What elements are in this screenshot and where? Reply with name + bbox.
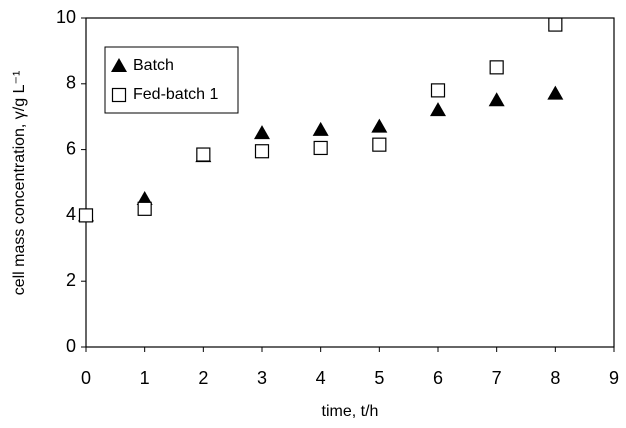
point: [371, 118, 388, 133]
point: [136, 190, 153, 205]
point: [489, 60, 504, 75]
y-tick-label: 6: [66, 138, 76, 158]
y-tick-label: 0: [66, 336, 76, 356]
y-axis-title: cell mass concentration, γ/g L⁻¹: [11, 71, 28, 296]
x-tick-label: 4: [316, 368, 326, 388]
point: [547, 85, 564, 100]
x-axis-title: time, t/h: [322, 403, 379, 420]
y-tick-label: 10: [56, 7, 76, 27]
x-tick-label: 1: [140, 368, 150, 388]
point: [196, 147, 211, 162]
x-tick-label: 7: [492, 368, 502, 388]
point: [313, 140, 328, 156]
legend-text: Fed-batch 1: [133, 86, 218, 103]
y-tick-label: 2: [66, 270, 76, 290]
legend-marker: [111, 58, 127, 72]
x-tick-label: 2: [198, 368, 208, 388]
x-tick-label: 3: [257, 368, 267, 388]
point: [254, 125, 270, 140]
point: [548, 17, 563, 32]
point: [430, 102, 446, 117]
x-tick-label: 0: [81, 368, 91, 388]
x-tick-label: 9: [609, 368, 619, 388]
point: [430, 83, 446, 98]
point: [254, 144, 270, 159]
legend-marker: [111, 87, 127, 103]
y-tick-label: 8: [66, 73, 76, 93]
y-tick-label: 4: [66, 204, 76, 224]
x-tick-label: 5: [374, 368, 384, 388]
x-tick-label: 6: [433, 368, 443, 388]
legend-box: [104, 46, 239, 114]
point: [372, 137, 387, 152]
point: [488, 92, 505, 107]
plot-frame: [85, 17, 615, 348]
point: [78, 208, 94, 223]
x-tick-label: 8: [550, 368, 560, 388]
point: [312, 121, 329, 136]
legend-text: Batch: [133, 57, 174, 74]
point: [137, 201, 152, 216]
